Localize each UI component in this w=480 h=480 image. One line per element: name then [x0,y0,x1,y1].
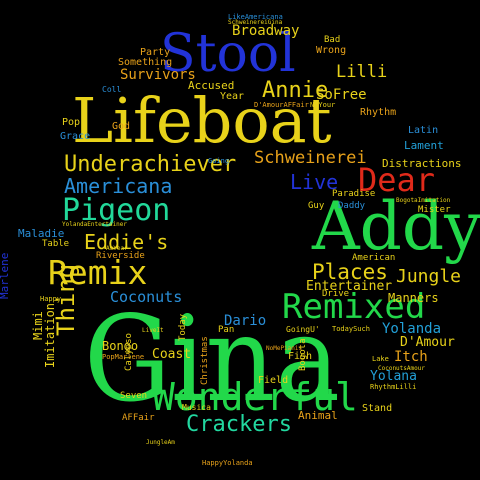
word-table: Table [42,239,70,249]
word-remix: Remix [48,253,148,292]
word-bongo: Bongo [102,339,139,353]
word-animal: Animal [298,409,338,422]
word-americana: Americana [64,174,173,198]
word-manners: Manners [388,291,439,305]
word-american: American [352,253,396,263]
word-eddies: Eddie's [84,230,169,254]
word-entertainer: Entertainer [306,279,393,294]
word-paradise: Paradise [332,189,376,199]
word-pop: Pop [62,117,81,128]
word-places: Places [312,260,388,284]
word-affair: AFFair [122,413,155,423]
word-gina: Gina [84,290,341,428]
word-bogota: Bogota [298,338,308,371]
word-schweinerei: Schweinerei [254,148,367,168]
word-pan: Pan [218,325,235,335]
word-dear: Dear [358,161,436,199]
word-coll: Coll [102,85,122,94]
word-schweinereigina: SchweinereiGina [228,19,283,26]
word-yolandaentertainer: YolandaEntertainer [62,221,128,228]
word-popmarlene: PopMarlene [102,353,145,361]
word-year: Year [220,91,245,102]
word-amyear: AmYear [106,245,128,252]
word-bogotaimitation: BogotaImitation [396,197,451,204]
word-coast: Coast [152,347,192,362]
word-field: Field [258,375,289,386]
word-bad: Bad [324,35,341,45]
word-lake: Lake [372,355,389,363]
word-rhythmlilli: RhythmLilli [370,383,417,391]
word-sofree: SoFree [316,87,367,103]
word-coconutsamour: CoconutsAmour [378,365,425,372]
word-lilli: Lilli [336,62,388,82]
word-rhythm: Rhythm [360,107,397,118]
word-drive: Drive [322,289,350,299]
word-imitation: Imitation [43,302,57,368]
word-broadway: Broadway [232,23,300,39]
word-nomepianis: NoMePianis [266,345,303,352]
word-yolana: Yolana [370,369,417,384]
word-annie: Annie [262,78,329,103]
word-mimi: Mimi [31,311,45,340]
word-going: Going [208,157,230,165]
word-jungleam: JungleAm [146,439,175,446]
word-addy: Addy [312,188,480,265]
word-mister: Mister [418,205,451,215]
word-happy: Happy [40,295,62,303]
word-something: Something [118,57,173,68]
word-god: God [112,121,131,132]
word-marlene: Marlene [0,252,11,299]
word-latin: Latin [408,125,439,136]
word-seven: Seven [120,391,148,401]
word-christmas: Christmas [200,336,210,385]
word-goingu: GoingU' [286,325,320,334]
word-noyour: NoYour [310,101,336,109]
word-grace: Grace [60,131,91,142]
word-happyyolanda: HappyYolanda [202,459,253,467]
word-daddy: Daddy [338,201,366,211]
word-wonderful: Wonderful [152,375,358,419]
word-itch: Itch [394,349,428,365]
word-today: Today [178,313,188,341]
word-maladie: Maladie [18,227,65,240]
word-lament: Lament [404,139,444,152]
word-remixed: Remixed [282,287,426,327]
word-likeamericana: LikeAmericana [228,13,283,21]
word-damouraffair: D'AmourAFFair [254,101,309,109]
word-liveit: LiveIt [142,327,164,334]
word-stand: Stand [362,403,393,414]
word-stool: Stool [160,24,296,84]
word-damour: D'Amour [400,335,455,350]
word-pigeon: Pigeon [62,193,171,228]
word-coconuts: Coconuts [110,288,183,306]
word-underachiever: Underachiever [64,152,237,177]
word-survivors: Survivors [120,67,196,83]
word-fish: Fish [288,351,313,362]
word-crackers: Crackers [186,412,292,437]
word-wrong: Wrong [316,45,347,56]
word-musica: Musica [182,403,211,412]
word-yolanda: Yolanda [382,321,442,337]
word-jungle: Jungle [396,266,462,287]
word-lifeboat: Lifeboat [72,84,332,157]
word-riverside: Riverside [96,251,145,261]
word-todaysuch: TodaySuch [332,325,370,333]
word-guy: Guy [308,201,325,211]
word-dario: Dario [224,313,267,329]
word-live: Live [290,170,339,194]
word-distractions: Distractions [382,157,462,170]
word-party: Party [140,47,171,58]
word-accused: Accused [188,79,235,92]
